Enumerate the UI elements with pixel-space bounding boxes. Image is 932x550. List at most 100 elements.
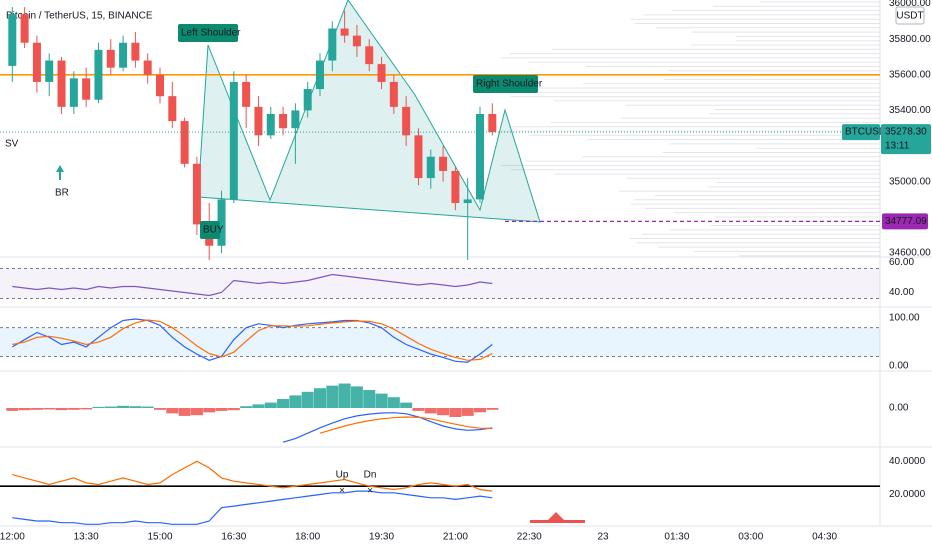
indicator-line — [12, 319, 493, 361]
candle-body — [143, 60, 152, 75]
histogram-bar — [55, 408, 68, 411]
candle-body — [168, 96, 177, 122]
histogram-bar — [363, 390, 376, 408]
histogram-bar — [424, 408, 437, 414]
histogram-bar — [301, 391, 314, 408]
y-tick-label: 0.00 — [889, 403, 909, 414]
histogram-bar — [43, 408, 56, 410]
histogram-bar — [289, 395, 302, 408]
candle-body — [217, 199, 226, 246]
histogram-bar — [141, 406, 154, 408]
x-tick-label: 23 — [598, 532, 610, 543]
target-label-box — [882, 213, 928, 230]
candle-body — [192, 163, 201, 225]
x-tick-label: 12:00 — [0, 532, 25, 543]
annotation-label: Up — [336, 470, 349, 481]
histogram-bar — [449, 408, 462, 417]
arrow — [56, 165, 64, 180]
chart-title: Bitcoin / TetherUS, 15, BINANCE — [6, 11, 153, 22]
candle-body — [389, 81, 398, 107]
annotation-box — [178, 24, 238, 42]
x-tick-label: 01:30 — [664, 532, 689, 543]
y-tick-label: 34600.00 — [889, 248, 931, 259]
indicator-line — [12, 273, 493, 297]
x-tick-label: 19:30 — [369, 532, 394, 543]
candle-body — [57, 60, 66, 107]
candle-body — [463, 199, 472, 204]
histogram-bar — [6, 408, 19, 411]
candle-body — [20, 14, 29, 43]
annotation-label: BR — [55, 188, 69, 199]
histogram-bar — [326, 385, 339, 408]
histogram-bar — [437, 408, 450, 416]
histogram-bar — [277, 399, 290, 408]
x-tick-label: 03:00 — [738, 532, 763, 543]
target-label: 34777.09 — [885, 216, 927, 227]
candle-body — [316, 60, 324, 90]
candle-body — [402, 106, 411, 136]
indicator-line — [11, 318, 493, 363]
decor — [500, 1, 880, 257]
histogram-bar — [80, 408, 93, 410]
y-tick-label: 60.00 — [889, 257, 914, 268]
candle-body — [365, 46, 374, 65]
candle-body — [32, 42, 41, 82]
y-tick-label: 40.0000 — [889, 456, 926, 467]
price-box — [881, 124, 931, 155]
histogram-bar — [338, 383, 351, 408]
histogram-bar — [166, 408, 179, 414]
y-tick-label: 35000.00 — [889, 176, 931, 187]
annotation-label: Right Shoulder — [476, 79, 543, 90]
histogram-bar — [67, 408, 80, 410]
y-tick-label: 35800.00 — [889, 34, 931, 45]
histogram-bar — [412, 408, 425, 411]
histogram-bar — [400, 402, 413, 408]
candle-body — [303, 89, 312, 111]
histogram-bar — [129, 406, 142, 408]
candle-body — [119, 42, 128, 68]
indicator-line — [12, 490, 493, 525]
candle-body — [69, 78, 78, 107]
x-tick-label: 18:00 — [295, 532, 320, 543]
histogram-bar — [240, 406, 253, 408]
cross-marker: × — [339, 486, 345, 497]
last-price-label: 35278.30 — [885, 127, 927, 138]
histogram-bar — [264, 402, 277, 408]
symbol-box — [842, 124, 880, 141]
band-fill — [0, 268, 880, 299]
candle-body — [377, 64, 386, 82]
histogram-bar — [178, 408, 191, 416]
symbol-label: BTCUSDT — [845, 127, 892, 138]
x-tick-label: 13:30 — [74, 532, 99, 543]
candle-body — [352, 35, 361, 47]
indicator-line — [282, 412, 493, 443]
event-marker — [530, 512, 585, 523]
histogram-bar — [375, 393, 388, 408]
y-tick-label: 20.0000 — [889, 489, 926, 500]
candle-body — [279, 113, 288, 129]
annotation-label: BUY — [203, 225, 224, 236]
histogram-bar — [203, 408, 216, 413]
histogram-bar — [104, 406, 117, 408]
histogram-bar — [461, 408, 474, 416]
candle-body — [242, 81, 251, 107]
histogram-bar — [154, 408, 166, 410]
x-tick-label: 15:00 — [147, 532, 172, 543]
histogram-bar — [18, 408, 31, 411]
candle-body — [426, 156, 435, 179]
cross-marker: × — [367, 486, 373, 497]
y-tick-label: 36000.00 — [889, 0, 931, 9]
band-fill — [0, 327, 880, 357]
candle-body — [8, 14, 17, 66]
y-tick-label: 100.00 — [889, 313, 920, 324]
currency-box[interactable] — [895, 6, 925, 25]
histogram-bar — [227, 408, 240, 411]
indicator-line — [319, 416, 493, 434]
candle-body — [180, 121, 189, 164]
histogram-bar — [387, 397, 400, 408]
histogram-bar — [474, 408, 486, 413]
candle-body — [254, 106, 263, 136]
annotation-box — [200, 221, 220, 239]
histogram-bar — [190, 408, 203, 416]
